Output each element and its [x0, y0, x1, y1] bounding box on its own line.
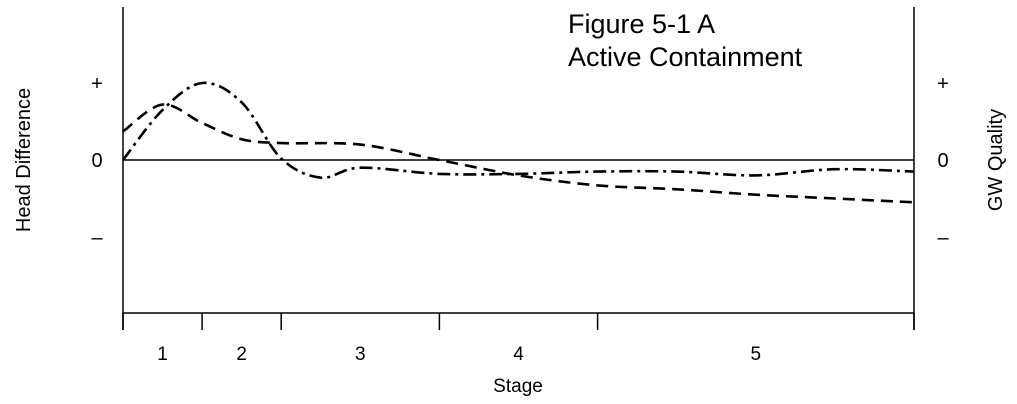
- stage-label-3: 3: [355, 344, 366, 365]
- right-tick-minus: –: [937, 227, 949, 249]
- y-axis-label-right: GW Quality: [985, 109, 1007, 211]
- left-tick-zero: 0: [91, 150, 102, 172]
- left-tick-minus: –: [91, 227, 103, 249]
- right-tick-plus: +: [937, 73, 949, 95]
- chart-title-line-2: Active Containment: [568, 42, 803, 72]
- stage-label-5: 5: [751, 344, 762, 365]
- stage-label-4: 4: [513, 344, 524, 365]
- chart-title-line-1: Figure 5-1 A: [568, 9, 715, 39]
- left-tick-plus: +: [91, 73, 103, 95]
- stage-ticks: [122, 313, 915, 330]
- stage-label-1: 1: [157, 344, 168, 365]
- stage-label-2: 2: [236, 344, 247, 365]
- x-axis-label: Stage: [493, 376, 543, 397]
- series-line-2-dash-dot: [121, 81, 915, 180]
- series-line-1-dashed: [122, 103, 915, 204]
- title-block: Figure 5-1 A Active Containment: [568, 9, 803, 72]
- series-group: [121, 81, 915, 204]
- right-tick-zero: 0: [937, 150, 948, 172]
- y-axis-label-left: Head Difference: [13, 88, 35, 232]
